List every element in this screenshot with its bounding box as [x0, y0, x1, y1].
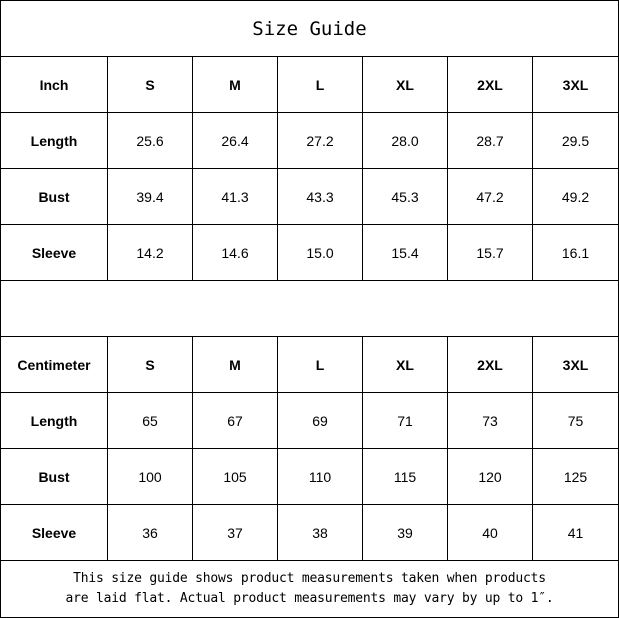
measure-label: Sleeve: [1, 225, 108, 280]
measure-value: 25.6: [108, 113, 193, 168]
table-row: Bust 39.4 41.3 43.3 45.3 47.2 49.2: [1, 169, 618, 225]
measure-value: 67: [193, 393, 278, 448]
measure-value: 15.7: [448, 225, 533, 280]
unit-header: Centimeter: [1, 337, 108, 392]
measure-value: 125: [563, 468, 588, 485]
measure-value: 36: [108, 505, 193, 560]
measure-value: 39: [363, 505, 448, 560]
measure-value: 39.4: [108, 169, 193, 224]
measure-value: 38: [278, 505, 363, 560]
size-header: 3XL: [562, 76, 589, 93]
measure-value: 65: [108, 393, 193, 448]
measure-value: 16.1: [561, 244, 590, 261]
measure-value: 29.5: [561, 132, 590, 149]
footer-note: This size guide shows product measuremen…: [1, 561, 618, 617]
measure-value: 115: [363, 449, 448, 504]
table-row: Bust 100 105 110 115 120 125: [1, 449, 618, 505]
measure-value: 41: [567, 524, 584, 541]
page-title: Size Guide: [1, 1, 618, 57]
measure-value: 15.0: [278, 225, 363, 280]
spacer-row: [1, 281, 618, 337]
measure-value: 37: [193, 505, 278, 560]
measure-label: Length: [1, 393, 108, 448]
size-header: 2XL: [448, 57, 533, 112]
size-header: S: [108, 57, 193, 112]
measure-value: 49.2: [561, 188, 590, 205]
footer-line-1: This size guide shows product measuremen…: [73, 571, 546, 586]
measure-value: 69: [278, 393, 363, 448]
measure-value: 14.2: [108, 225, 193, 280]
footer-line-2: are laid flat. Actual product measuremen…: [65, 591, 554, 606]
measure-value: 45.3: [363, 169, 448, 224]
table-row: Length 25.6 26.4 27.2 28.0 28.7 29.5: [1, 113, 618, 169]
measure-value: 120: [448, 449, 533, 504]
measure-value: 100: [108, 449, 193, 504]
measure-value: 26.4: [193, 113, 278, 168]
table-row: Length 65 67 69 71 73 75: [1, 393, 618, 449]
measure-value: 27.2: [278, 113, 363, 168]
size-header: 3XL: [562, 356, 589, 373]
measure-value: 40: [448, 505, 533, 560]
measure-label: Sleeve: [1, 505, 108, 560]
measure-label: Bust: [1, 169, 108, 224]
table-row: Sleeve 14.2 14.6 15.0 15.4 15.7 16.1: [1, 225, 618, 281]
centimeter-table: Centimeter S M L XL 2XL 3XL Length 65 67 69 71 73 75 B…: [1, 337, 618, 561]
measure-value: 14.6: [193, 225, 278, 280]
measure-value: 47.2: [448, 169, 533, 224]
measure-value: 43.3: [278, 169, 363, 224]
inch-table: Inch S M L XL 2XL 3XL Length 25.6 26.4 27.2 28.0 28.…: [1, 57, 618, 281]
measure-value: 15.4: [363, 225, 448, 280]
measure-value: 73: [448, 393, 533, 448]
header-row: Centimeter S M L XL 2XL 3XL: [1, 337, 618, 393]
measure-value: 28.7: [448, 113, 533, 168]
size-header: XL: [363, 57, 448, 112]
measure-value: 28.0: [363, 113, 448, 168]
measure-value: 41.3: [193, 169, 278, 224]
size-header: XL: [363, 337, 448, 392]
header-row: Inch S M L XL 2XL 3XL: [1, 57, 618, 113]
unit-header: Inch: [1, 57, 108, 112]
measure-value: 75: [567, 412, 584, 429]
measure-value: 105: [193, 449, 278, 504]
measure-value: 71: [363, 393, 448, 448]
size-header: L: [278, 57, 363, 112]
table-row: Sleeve 36 37 38 39 40 41: [1, 505, 618, 561]
size-header: S: [108, 337, 193, 392]
size-header: M: [193, 337, 278, 392]
measure-value: 110: [278, 449, 363, 504]
size-header: 2XL: [448, 337, 533, 392]
measure-label: Bust: [1, 449, 108, 504]
size-header: L: [278, 337, 363, 392]
measure-label: Length: [1, 113, 108, 168]
size-header: M: [193, 57, 278, 112]
